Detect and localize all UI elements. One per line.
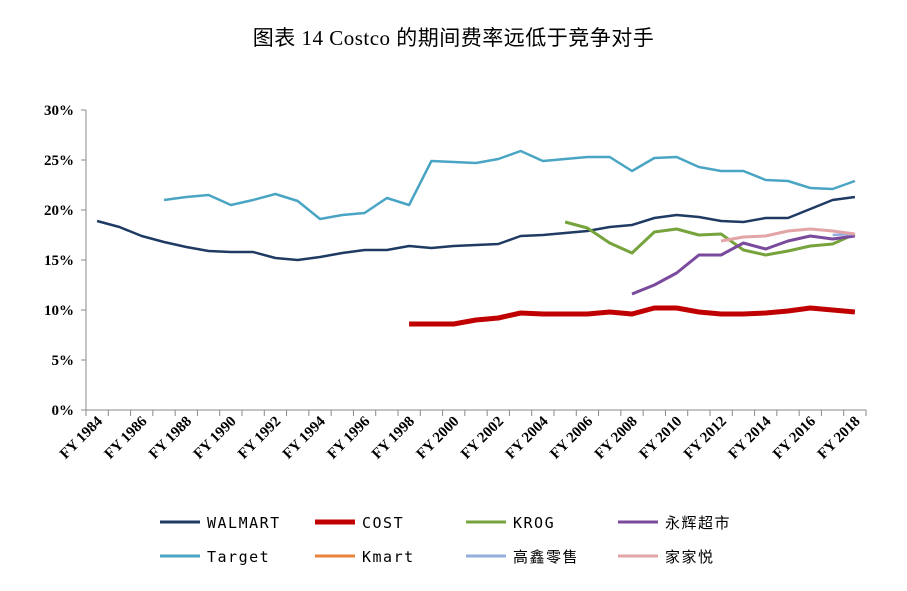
x-tick-label: FY 2018	[815, 414, 864, 463]
legend-label: COST	[362, 514, 404, 532]
legend-label: 高鑫零售	[513, 548, 579, 566]
y-tick-label: 5%	[52, 353, 75, 369]
chart-title: 图表 14 Costco 的期间费率远低于竞争对手	[252, 26, 655, 50]
x-tick-label: FY 1984	[57, 413, 106, 462]
series-line-家家悦	[720, 227, 856, 243]
series-line-Target	[163, 149, 856, 221]
x-tick-label: FY 2014	[726, 413, 775, 462]
y-tick-label: 10%	[44, 303, 74, 319]
x-tick-label: FY 2008	[592, 414, 641, 463]
x-tick-label: FY 2006	[547, 413, 596, 462]
x-tick-label: FY 2002	[458, 414, 507, 463]
x-tick-label: FY 1990	[191, 414, 240, 463]
y-tick-label: 25%	[44, 153, 74, 169]
y-tick-label: 30%	[44, 103, 74, 119]
x-tick-label: FY 2004	[503, 413, 552, 462]
x-tick-label: FY 2012	[681, 414, 730, 463]
x-tick-label: FY 1986	[102, 413, 151, 462]
y-axis: 0% 5% 10% 15% 20% 25% 30%	[44, 103, 87, 419]
series-line-KROG	[564, 220, 856, 257]
x-tick-label: FY 1992	[235, 414, 284, 463]
x-tick-label: FY 2010	[636, 414, 685, 463]
series-line-永辉超市	[631, 234, 856, 296]
legend-label: WALMART	[207, 514, 281, 532]
legend: WALMART COST KROG 永辉超市 Target Kmart 高鑫零售 家家悦	[160, 514, 731, 566]
x-tick-label: FY 2016	[770, 413, 819, 462]
series-line-WALMART	[96, 195, 856, 262]
legend-label: Kmart	[362, 548, 415, 566]
x-tick-label: FY 1988	[146, 414, 195, 463]
y-tick-label: 15%	[44, 253, 74, 269]
y-tick-label: 20%	[44, 203, 74, 219]
legend-label: Target	[207, 548, 270, 566]
series-lines	[96, 149, 856, 327]
legend-label: 家家悦	[665, 548, 715, 566]
x-tick-label: FY 1998	[369, 414, 418, 463]
x-tick-label: FY 1994	[280, 413, 329, 462]
x-tick-label: FY 2000	[414, 414, 463, 463]
series-line-COST	[409, 305, 856, 327]
legend-label: KROG	[513, 514, 555, 532]
y-tick-label: 0%	[52, 403, 75, 419]
legend-label: 永辉超市	[665, 514, 731, 532]
x-tick-label: FY 1996	[324, 413, 373, 462]
